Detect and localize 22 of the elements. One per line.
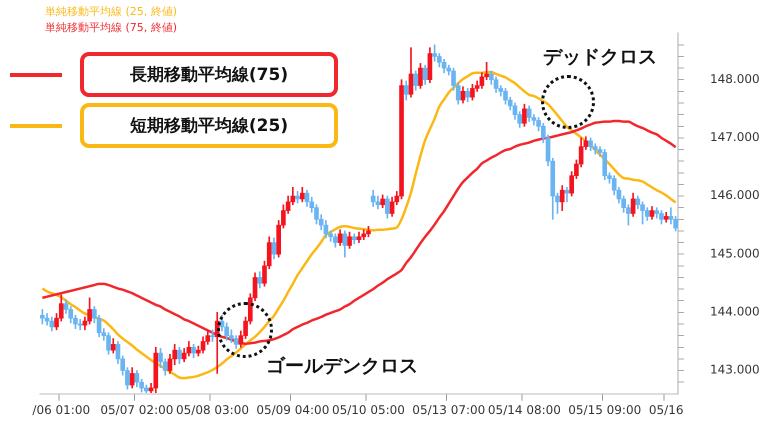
y-tick-label: 146.000 xyxy=(710,188,760,202)
x-tick-label: 05/10 05:00 xyxy=(332,403,405,418)
y-tick-label: 147.000 xyxy=(710,130,760,144)
y-tick-label: 145.000 xyxy=(710,246,760,260)
x-tick-label: 05/07 02:00 xyxy=(100,403,174,418)
x-tick-label: 05/09 04:00 xyxy=(256,403,330,418)
y-tick-label: 144.000 xyxy=(710,304,760,318)
x-tick-label: /06 01:00 xyxy=(32,403,90,418)
annotation: 単純移動平均線 (75, 終値) xyxy=(45,20,178,35)
y-tick-label: 143.000 xyxy=(710,362,760,377)
x-tick-label: 05/08 03:00 xyxy=(176,403,249,418)
candlestick xyxy=(564,187,570,202)
annotation: デッドクロス xyxy=(543,45,657,70)
text: 長期移動平均線(75) xyxy=(80,52,338,97)
text: 単純移動平均線 (25, 終値) xyxy=(45,4,178,19)
text: 短期移動平均線(25) xyxy=(80,103,338,148)
annotation: ゴールデンクロス xyxy=(266,354,418,379)
x-tick-label: 05/14 08:00 xyxy=(488,403,561,418)
x-tick-label: 05/16 xyxy=(648,403,684,418)
x-tick-label: 05/13 07:00 xyxy=(412,403,486,418)
y-tick-label: 148.000 xyxy=(710,72,760,86)
x-tick-label: 05/15 09:00 xyxy=(568,403,642,418)
